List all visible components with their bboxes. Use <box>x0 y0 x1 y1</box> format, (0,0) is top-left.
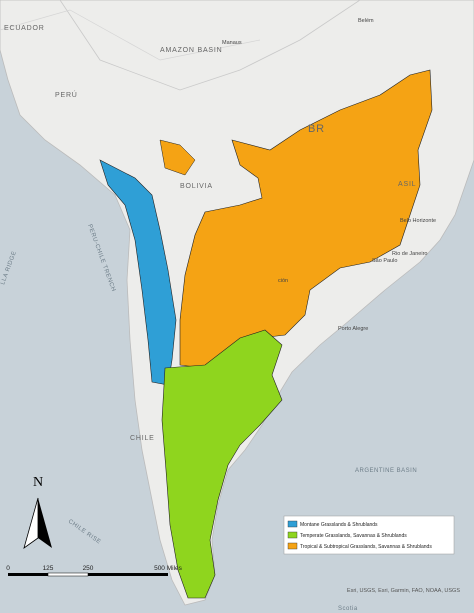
country-label: PERÚ <box>55 90 78 99</box>
country-label: ECUADOR <box>4 25 45 32</box>
scale-label: 500 Miles <box>154 565 183 572</box>
arrow-half <box>38 498 52 548</box>
borders <box>59 0 361 91</box>
tropical-patch <box>159 139 196 176</box>
legend-swatch <box>287 520 298 528</box>
legend: Montane Grasslands & Shrublands Temperate… <box>283 515 455 555</box>
scale-segment <box>47 572 89 577</box>
legend-box <box>283 515 455 555</box>
scale-label: 250 <box>83 565 94 572</box>
country-label: BR <box>308 123 325 135</box>
legend-label: Montane Grasslands & Shrublands <box>300 522 378 528</box>
scale-label: 125 <box>43 565 54 572</box>
scale-segment <box>88 573 168 576</box>
legend-label: Tropical & Subtropical Grasslands, Savan… <box>300 544 432 550</box>
north-arrow: N <box>23 475 52 549</box>
legend-swatch <box>287 531 298 539</box>
legend-label: Temperate Grasslands, Savannas & Shrubla… <box>300 533 407 539</box>
north-label: N <box>33 475 43 490</box>
city-label: Manaus <box>222 40 242 46</box>
scale-segment <box>8 573 48 576</box>
city-label: ción <box>278 278 288 284</box>
scale-bar: 0 125 250 500 Miles <box>6 565 183 577</box>
tropical-region <box>179 69 433 369</box>
city-label: Belo Horizonte <box>400 218 436 224</box>
city-label: São Paulo <box>372 258 397 264</box>
attribution: Esri, USGS, Esri, Garmin, FAO, NOAA, USG… <box>347 588 460 594</box>
rivers <box>0 9 261 61</box>
region-label: AMAZON BASIN <box>160 47 223 54</box>
arrow-half <box>23 497 39 549</box>
country-label: CHILE <box>130 435 155 442</box>
city-label: Rio de Janeiro <box>392 251 427 257</box>
country-label: BOLIVIA <box>180 183 213 190</box>
legend-swatch <box>287 542 298 550</box>
scale-label: 0 <box>6 565 10 572</box>
country-label: ASIL <box>398 181 416 188</box>
city-label: Porto Alegre <box>338 326 368 332</box>
ocean-label: ARGENTINE BASIN <box>355 468 417 474</box>
temperate-region <box>161 329 283 599</box>
ocean-label: Scotia <box>338 606 358 612</box>
city-label: Belém <box>358 18 374 24</box>
